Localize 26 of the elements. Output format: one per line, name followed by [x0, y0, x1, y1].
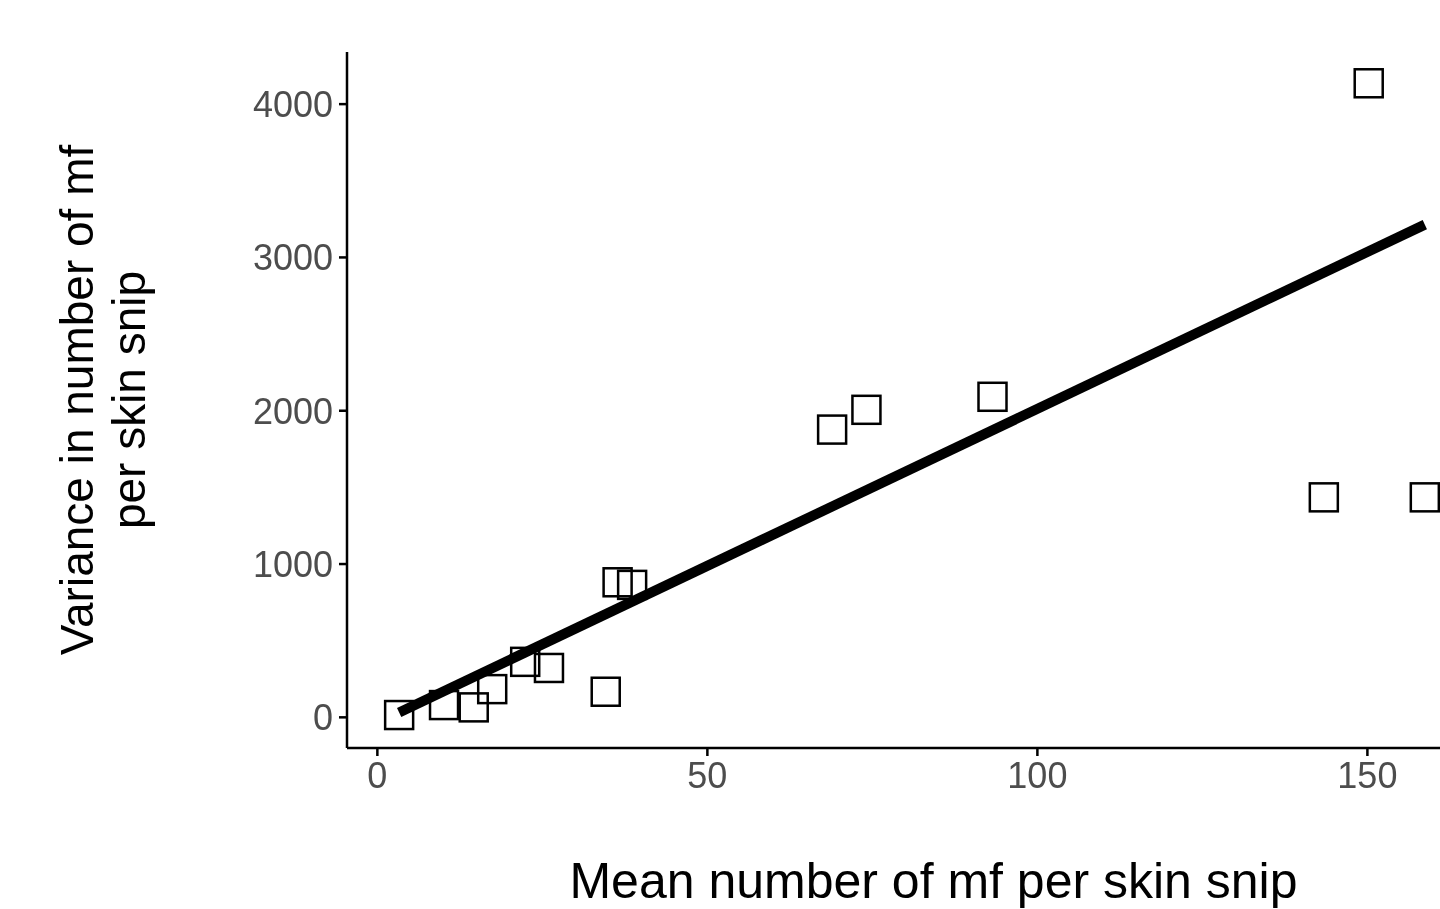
- point: [851, 394, 882, 426]
- point: [533, 652, 565, 684]
- point: [816, 414, 848, 445]
- x-tick-label: 0: [367, 754, 388, 796]
- point: [616, 569, 648, 601]
- y-tick-label: 1000: [252, 543, 333, 585]
- point: [509, 646, 541, 678]
- point: [1308, 482, 1340, 513]
- y-tick-label: 3000: [252, 237, 333, 279]
- x-tick-label: 150: [1337, 754, 1398, 796]
- x-axis-title: Mean number of mf per skin snip: [569, 853, 1298, 909]
- point: [977, 381, 1008, 413]
- x-tick-label: 50: [687, 754, 728, 796]
- point: [1409, 482, 1440, 513]
- y-tick-label: 0: [312, 697, 333, 739]
- y-tick-label: 4000: [252, 83, 333, 125]
- point: [590, 676, 621, 707]
- point: [602, 567, 633, 598]
- point: [458, 692, 489, 723]
- x-tick-label: 100: [1007, 754, 1068, 796]
- y-axis-title: Variance in number of mf per skin snip: [51, 144, 155, 656]
- y-tick-label: 2000: [252, 390, 333, 432]
- point: [428, 689, 460, 721]
- point: [1353, 68, 1384, 99]
- point: [476, 673, 508, 705]
- point: [383, 699, 415, 731]
